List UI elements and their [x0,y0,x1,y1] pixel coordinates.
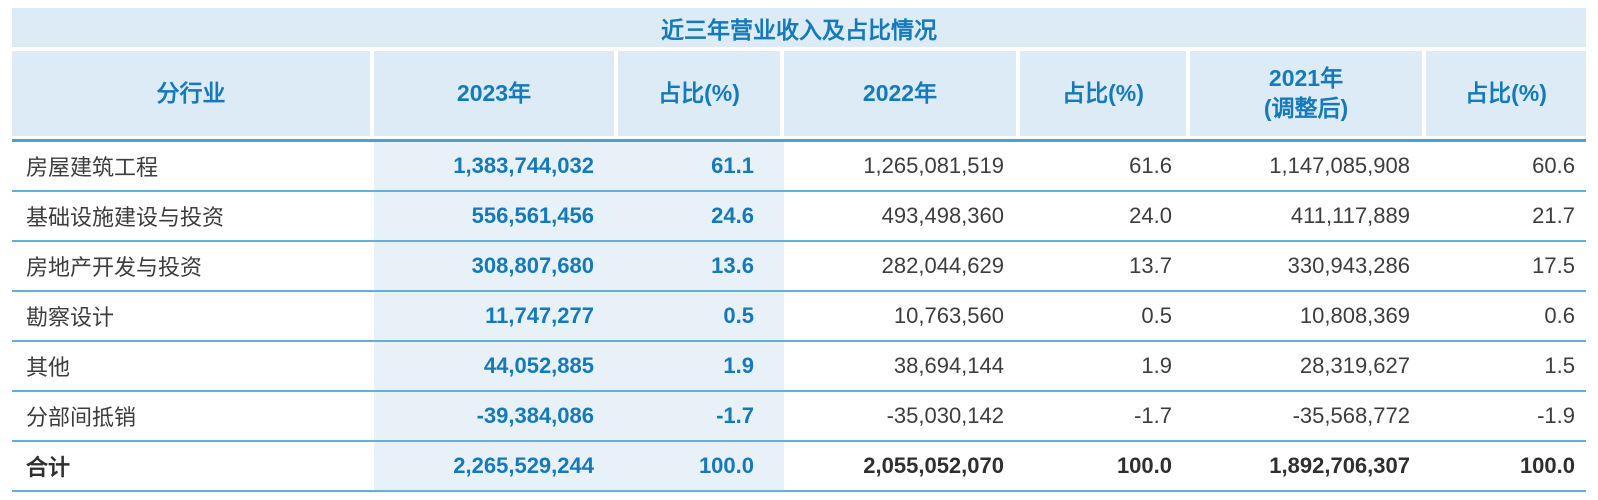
value-cell: 1,147,085,908 [1269,153,1410,178]
value-cell: 1,383,744,032 [374,142,618,190]
value-cell: 38,694,144 [893,353,1004,378]
value-cell: 60.6 [1532,153,1575,178]
value-cell: 61.6 [1129,153,1172,178]
value-cell: 1.5 [1544,353,1575,378]
table-row: 基础设施建设与投资 556,561,456 24.6 493,498,360 24.0 4… [12,192,1586,242]
table-row: 房屋建筑工程 1,383,744,032 61.1 1,265,081,519 61.6… [12,142,1586,192]
industry-cell: 其他 [26,355,71,380]
value-cell: 13.7 [1129,253,1172,278]
header-cell-0: 分行业 [12,51,374,136]
value-cell: 17.5 [1532,253,1575,278]
header-cell-6: 占比(%) [1426,51,1586,136]
value-cell: 2,055,052,070 [863,453,1004,478]
value-cell: 411,117,889 [1290,203,1410,228]
header-cell-5: 2021年 (调整后) [1190,51,1426,136]
value-cell: 493,498,360 [881,203,1004,228]
table-row: 分部间抵销 -39,384,086 -1.7 -35,030,142 -1.7 -35,5… [12,392,1586,442]
table-row: 勘察设计 11,747,277 0.5 10,763,560 0.5 10,808,369… [12,292,1586,342]
value-cell: 0.5 [1141,303,1172,328]
value-cell: 24.0 [1129,203,1172,228]
value-cell: 24.6 [618,192,784,240]
value-cell: 282,044,629 [881,253,1004,278]
header-divider [12,139,1586,142]
industry-cell: 房屋建筑工程 [26,155,159,180]
value-cell: 10,808,369 [1299,303,1410,328]
industry-cell: 房地产开发与投资 [26,255,203,280]
table-header-row: 分行业 2023年 占比(%) 2022年 占比(%) 2021年 (调整后) 占比(%) [12,51,1586,136]
value-cell: 308,807,680 [374,242,618,290]
value-cell: 11,747,277 [374,292,618,340]
table-row: 房地产开发与投资 308,807,680 13.6 282,044,629 13.7 33… [12,242,1586,292]
value-cell: -1.9 [1537,403,1575,428]
value-cell: 1.9 [1141,353,1172,378]
total-row: 合计 2,265,529,244 100.0 2,055,052,070 100.0 1,… [12,442,1586,492]
revenue-table: 近三年营业收入及占比情况 分行业 2023年 占比(%) 2022年 占比(%) 2021… [12,8,1586,492]
value-cell: 556,561,456 [374,192,618,240]
value-cell: 1,265,081,519 [863,153,1004,178]
industry-cell: 分部间抵销 [26,405,137,430]
value-cell: 330,943,286 [1287,253,1410,278]
value-cell: 100.0 [1519,453,1575,478]
value-cell: -1.7 [1134,403,1172,428]
header-cell-1: 2023年 [374,51,618,136]
value-cell: 0.6 [1544,303,1575,328]
value-cell: 100.0 [1116,453,1172,478]
industry-cell: 勘察设计 [26,305,115,330]
industry-cell: 合计 [26,455,71,480]
value-cell: 2,265,529,244 [374,442,618,490]
value-cell: -39,384,086 [374,392,618,440]
industry-cell: 基础设施建设与投资 [26,205,225,230]
value-cell: 28,319,627 [1299,353,1410,378]
value-cell: 10,763,560 [893,303,1004,328]
header-cell-4: 占比(%) [1020,51,1190,136]
value-cell: 61.1 [618,142,784,190]
header-cell-2: 占比(%) [618,51,784,136]
value-cell: -1.7 [618,392,784,440]
header-cell-3: 2022年 [784,51,1020,136]
value-cell: 1.9 [618,342,784,390]
value-cell: -35,568,772 [1292,403,1410,428]
value-cell: -35,030,142 [886,403,1004,428]
table-title: 近三年营业收入及占比情况 [12,8,1586,47]
table-row: 其他 44,052,885 1.9 38,694,144 1.9 28,319,627 1.… [12,342,1586,392]
value-cell: 44,052,885 [374,342,618,390]
value-cell: 100.0 [618,442,784,490]
table-body: 房屋建筑工程 1,383,744,032 61.1 1,265,081,519 61.6… [12,142,1586,492]
value-cell: 0.5 [618,292,784,340]
value-cell: 21.7 [1532,203,1575,228]
value-cell: 13.6 [618,242,784,290]
value-cell: 1,892,706,307 [1269,453,1410,478]
